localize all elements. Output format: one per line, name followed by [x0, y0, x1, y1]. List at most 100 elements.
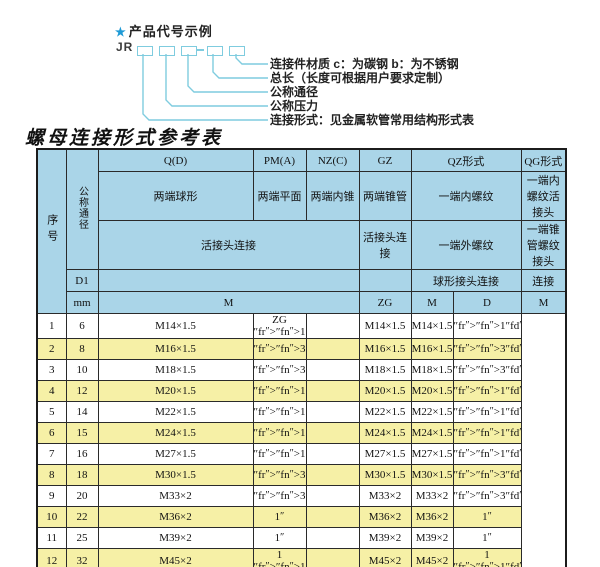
- cell-dn: 8: [65, 338, 99, 360]
- code-dash: [197, 49, 204, 51]
- diagram-label-connection: 连接形式：见金属软管常用结构形式表: [270, 113, 475, 127]
- cell-no: 2: [36, 338, 67, 360]
- cell-gz_zg: ″fr″>″fn″>3″fd″>8″: [252, 359, 307, 381]
- cell-m: M22×1.5: [97, 401, 254, 423]
- cell-qg_zg: ″fr″>″fn″>1″fd″>2″: [452, 401, 522, 423]
- header-pma: PM(A): [252, 148, 307, 172]
- diagram-label-length: 总长（长度可根据用户要求定制）: [270, 71, 451, 85]
- header-qz-m: M: [410, 291, 454, 314]
- cell-no: 10: [36, 506, 67, 528]
- header-union-connection: 活接头连接: [97, 220, 360, 270]
- header-mm: mm: [65, 291, 99, 314]
- cell-no: 9: [36, 485, 67, 507]
- header-zg: ZG: [358, 291, 412, 314]
- cell-dn: 32: [65, 548, 99, 567]
- cell-no: 5: [36, 401, 67, 423]
- cell-dn: 20: [65, 485, 99, 507]
- cell-no: 1: [36, 313, 67, 339]
- cell-m: M36×2: [97, 506, 254, 528]
- header-qg: QG形式: [520, 148, 567, 172]
- table-row: 716M27×1.5″fr″>″fn″>1″fd″>2″M27×1.5M27×1…: [36, 443, 566, 465]
- table-row: 10 22 M36×2 1″ M36×2 M36×2 1″: [36, 506, 566, 528]
- header-nzc: NZ(C): [305, 148, 360, 172]
- cell-qz_m: [305, 527, 360, 549]
- code-box-5: [229, 46, 245, 56]
- table-row: 11 25 M39×2 1″ M39×2 M39×2 1″: [36, 527, 566, 549]
- header-qz-sub1: 一端内螺纹: [410, 171, 522, 221]
- code-box-2: [159, 46, 175, 56]
- cell-qz_m: [305, 380, 360, 402]
- table-row: 615M24×1.5″fr″>″fn″>1″fd″>2″M24×1.5M24×1…: [36, 422, 566, 444]
- cell-dn: 18: [65, 464, 99, 486]
- cell-qg_zg: ″fr″>″fn″>1″fd″>2″: [452, 443, 522, 465]
- cell-qz_m: [305, 506, 360, 528]
- code-box-3: [181, 46, 197, 56]
- cell-qz_d: M33×2: [358, 485, 412, 507]
- header-qd-sub: 两端球形: [97, 171, 254, 221]
- cell-no: 4: [36, 380, 67, 402]
- cell-m: M45×2: [97, 548, 254, 567]
- cell-qg_zg: ″fr″>″fn″>3″fd″>4″: [452, 464, 522, 486]
- cell-gz_zg: ″fr″>″fn″>1″fd″>2″: [252, 422, 307, 444]
- cell-dn: 10: [65, 359, 99, 381]
- cell-qz_m: [305, 401, 360, 423]
- header-m: M: [97, 291, 360, 314]
- header-gz: GZ: [358, 148, 412, 172]
- header-qg-connection: 连接: [520, 269, 567, 292]
- diagram-heading: ★ 产品代号示例: [115, 21, 213, 40]
- header-qz-sub2: 一端外螺纹: [410, 220, 522, 270]
- cell-dn: 6: [65, 313, 99, 339]
- cell-qg_zg: ″fr″>″fn″>1″fd″>2″: [452, 422, 522, 444]
- cell-qg_m: M45×2: [410, 548, 454, 567]
- cell-qz_d: M27×1.5: [358, 443, 412, 465]
- cell-qg_m: M20×1.5: [410, 380, 454, 402]
- table-row: 514M22×1.5″fr″>″fn″>1″fd″>2″M22×1.5M22×1…: [36, 401, 566, 423]
- header-pma-sub: 两端平面: [252, 171, 307, 221]
- nut-connection-table: 序号 公称通径 Q(D) PM(A) NZ(C) GZ QZ形式 QG形式 两端…: [36, 148, 568, 567]
- cell-gz_zg: ″fr″>″fn″>1″fd″>2″: [252, 443, 307, 465]
- cell-qg_m: M30×1.5: [410, 464, 454, 486]
- cell-no: 6: [36, 422, 67, 444]
- header-dn: 公称通径: [65, 148, 99, 270]
- header-blank-left: [97, 269, 360, 292]
- cell-qz_d: M39×2: [358, 527, 412, 549]
- header-blank-gz: [358, 269, 412, 292]
- cell-qg_m: M33×2: [410, 485, 454, 507]
- header-qz: QZ形式: [410, 148, 522, 172]
- table-row: 818M30×1.5″fr″>″fn″>3″fd″>4″M30×1.5M30×1…: [36, 464, 566, 486]
- header-gz-sub: 两端锥管: [358, 171, 412, 221]
- cell-gz_zg: ″fr″>″fn″>3″fd″>8″: [252, 338, 307, 360]
- cell-qg_m: M22×1.5: [410, 401, 454, 423]
- cell-gz_zg: ″fr″>″fn″>3″fd″>4″: [252, 485, 307, 507]
- cell-qz_m: [305, 313, 360, 339]
- header-nzc-sub: 两端内锥: [305, 171, 360, 221]
- cell-gz_zg: 1″: [252, 506, 307, 528]
- cell-qz_m: [305, 443, 360, 465]
- cell-gz_zg: ″fr″>″fn″>1″fd″>2″: [252, 380, 307, 402]
- cell-m: M30×1.5: [97, 464, 254, 486]
- table-row: 920M33×2″fr″>″fn″>3″fd″>4″M33×2M33×2″fr″…: [36, 485, 566, 507]
- cell-qz_d: M14×1.5: [358, 313, 412, 339]
- cell-gz_zg: 1 ″fr″>″fn″>1″fd″>4″: [252, 548, 307, 567]
- table-row: 28M16×1.5″fr″>″fn″>3″fd″>8″M16×1.5M16×1.…: [36, 338, 566, 360]
- cell-qg_m: M24×1.5: [410, 422, 454, 444]
- cell-qg_zg: ″fr″>″fn″>1″fd″>4″: [452, 313, 522, 339]
- cell-qg_zg: 1 ″fr″>″fn″>1″fd″>4″: [452, 548, 522, 567]
- header-qg-sub2: 一端锥管螺纹接头: [520, 220, 567, 270]
- cell-m: M14×1.5: [97, 313, 254, 339]
- cell-qg_m: M16×1.5: [410, 338, 454, 360]
- table-row: 412M20×1.5″fr″>″fn″>1″fd″>2″M20×1.5M20×1…: [36, 380, 566, 402]
- header-qg-m: M: [520, 291, 567, 314]
- header-d1: D1: [65, 269, 99, 292]
- cell-qz_m: [305, 548, 360, 567]
- table-row: 310M18×1.5″fr″>″fn″>3″fd″>8″M18×1.5M18×1…: [36, 359, 566, 381]
- cell-dn: 15: [65, 422, 99, 444]
- cell-qg_zg: 1″: [452, 527, 522, 549]
- cell-qg_m: M18×1.5: [410, 359, 454, 381]
- cell-gz_zg: ″fr″>″fn″>1″fd″>2″: [252, 401, 307, 423]
- table-title: 螺母连接形式参考表: [25, 128, 224, 149]
